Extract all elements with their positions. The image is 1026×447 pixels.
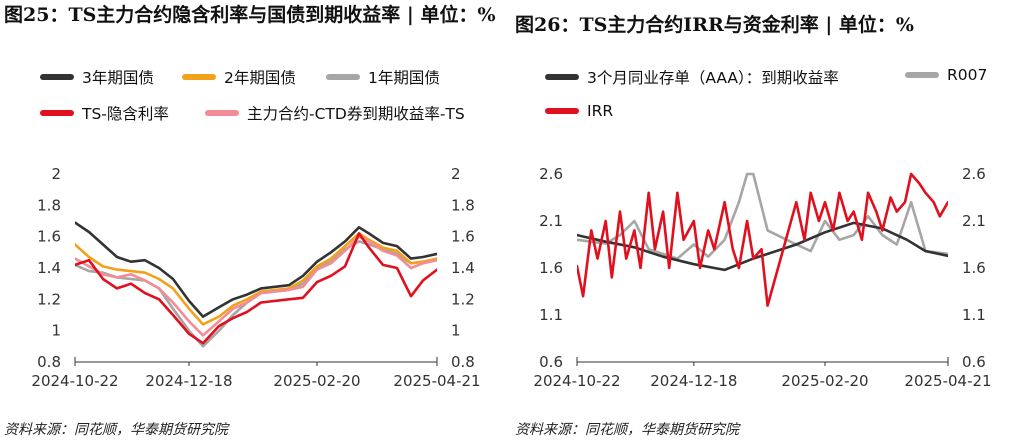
chart-title: 图26：TS主力合约IRR与资金利率 | 单位：% [515,14,914,36]
x-tick-label: 2024-10-22 [533,372,620,390]
y-tick-label-left: 2 [51,165,61,183]
legend-label: IRR [587,102,614,120]
legend-swatch [545,74,579,80]
series-line-3 [75,232,437,345]
chart-title: 图25：TS主力合约隐含利率与国债到期收益率 | 单位：% [4,4,496,26]
legend-label: TS-隐含利率 [82,105,169,123]
legend-item-ts-implied: TS-隐含利率 [40,102,169,124]
y-tick-label-left: 1.8 [37,196,61,214]
legend-swatch [40,110,74,116]
y-tick-label-left: 1.1 [539,306,563,324]
series-group [577,172,948,307]
y-tick-label-right: 1 [451,322,461,340]
y-tick-label-right: 2.6 [962,165,986,183]
legend-label: 3个月同业存单（AAA）：到期收益率 [587,69,839,87]
x-tick-label: 2025-04-21 [904,372,991,390]
y-tick-label-right: 0.8 [451,353,475,371]
series-line-0 [75,221,437,318]
legend-item-ncd-3m: 3个月同业存单（AAA）：到期收益率 [545,66,839,88]
chart-plot-left: 0.8 0.8 1 1 1.2 1.2 1.4 1.4 1.6 1.6 1.8 1.8 2 2 2024-1… [31,165,480,390]
y-tick-label-right: 1.4 [451,259,475,277]
y-tick-label-left: 0.6 [539,353,563,371]
chart-panel-left: 图25：TS主力合约隐含利率与国债到期收益率 | 单位：% 3年期国债 2年期国… [4,4,496,438]
legend-label: 1年期国债 [368,69,440,87]
x-tick-label: 2024-12-18 [650,372,737,390]
y-tick-label-left: 0.8 [37,353,61,371]
x-tick-label: 2025-02-20 [273,372,360,390]
chart-source: 资料来源：同花顺，华泰期货研究院 [515,422,739,438]
y-tick-label-left: 1 [51,322,61,340]
legend-label: 2年期国债 [224,69,296,87]
x-tick-label: 2025-02-20 [781,372,868,390]
series-group [75,221,437,348]
legend-item-r007: R007 [905,66,987,84]
legend-item-3y: 3年期国债 [40,66,154,88]
y-tick-label-left: 1.2 [37,290,61,308]
x-tick-label: 2025-04-21 [393,372,480,390]
chart-panel-right: 图26：TS主力合约IRR与资金利率 | 单位：% 3个月同业存单（AAA）：到… [513,0,1026,447]
legend-swatch [545,108,579,114]
legend-swatch [205,110,239,116]
series-line-1 [75,232,437,326]
x-tick-label: 2024-12-18 [145,372,232,390]
legend-swatch [40,74,74,80]
series-line-0 [577,221,948,272]
y-tick-label-right: 1.2 [451,290,475,308]
y-tick-label-right: 1.1 [962,306,986,324]
series-line-1 [577,172,948,260]
chart-source: 资料来源：同花顺，华泰期货研究院 [4,422,228,438]
y-tick-label-left: 1.6 [37,228,61,246]
y-tick-label-left: 2.1 [539,212,563,230]
legend-item-ctd-yield: 主力合约-CTD券到期收益率-TS [205,102,465,124]
y-tick-label-right: 1.6 [451,228,475,246]
y-tick-label-left: 2.6 [539,165,563,183]
legend-label: 3年期国债 [82,69,154,87]
chart-plot-right: 0.6 0.6 1.1 1.1 1.6 1.6 2.1 2.1 2.6 2.6 2024-10-22… [533,165,991,390]
y-tick-label-left: 1.6 [539,259,563,277]
y-tick-label-right: 1.6 [962,259,986,277]
y-tick-label-right: 2.1 [962,212,986,230]
y-tick-label-right: 0.6 [962,353,986,371]
y-tick-label-right: 2 [451,165,461,183]
series-line-2 [577,172,948,307]
legend-item-1y: 1年期国债 [326,66,440,88]
legend-swatch [326,74,360,80]
y-tick-label-left: 1.4 [37,259,61,277]
series-line-4 [75,235,437,337]
legend-label: R007 [947,66,988,84]
legend-swatch [905,72,939,78]
legend-swatch [182,74,216,80]
legend-item-2y: 2年期国债 [182,66,296,88]
y-tick-label-right: 1.8 [451,196,475,214]
x-tick-label: 2024-10-22 [31,372,118,390]
legend-item-irr: IRR [545,102,613,120]
legend-label: 主力合约-CTD券到期收益率-TS [247,105,465,123]
